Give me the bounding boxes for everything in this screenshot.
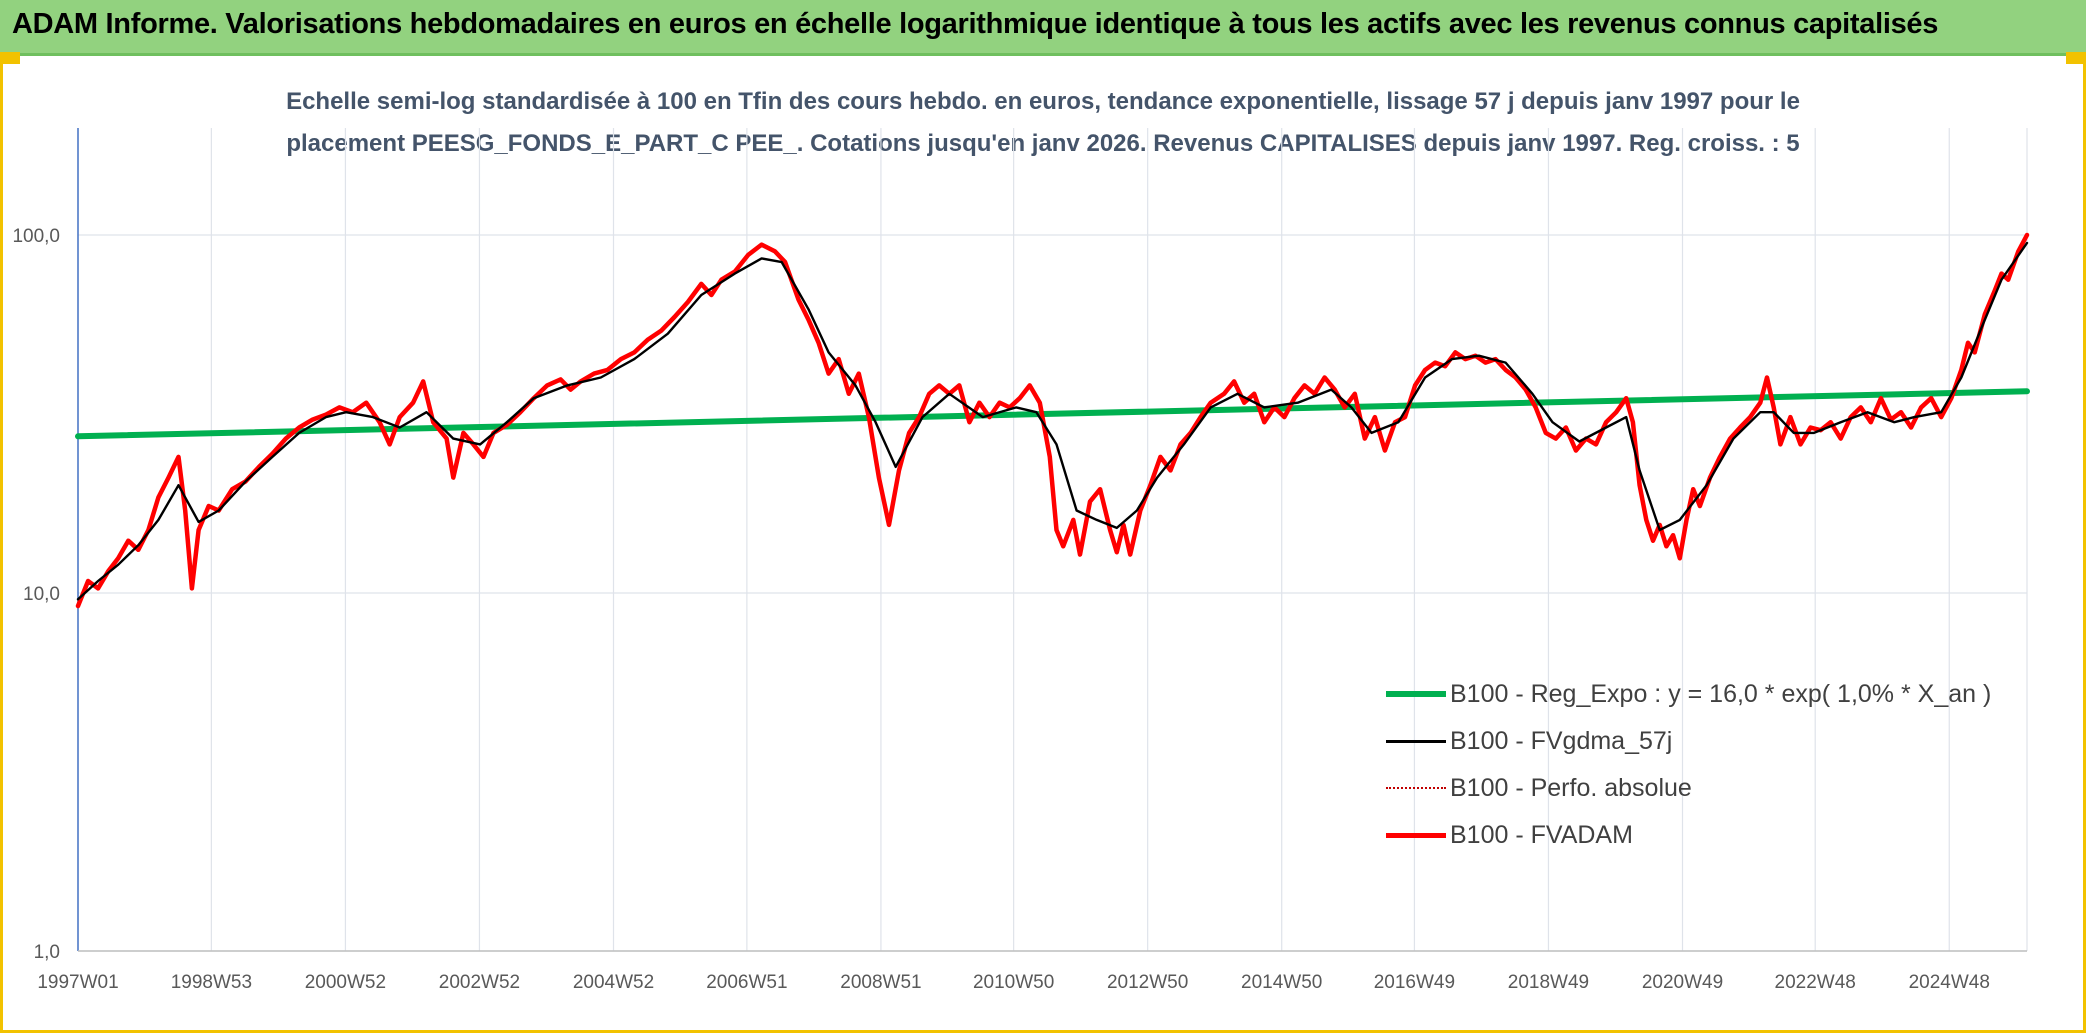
series-reg-expo: [75, 388, 2030, 440]
x-tick-label: 2014W50: [1241, 972, 1322, 993]
legend-item-fvgdma: B100 - FVgdma_57j: [1386, 727, 2006, 757]
x-tick-label: 1998W53: [171, 972, 252, 993]
series-fvadam: [75, 232, 2030, 609]
legend-swatch-reg-expo: [1386, 691, 1446, 697]
legend-swatch-fvgdma: [1386, 740, 1446, 743]
banner-title: ADAM Informe. Valorisations hebdomadaire…: [12, 8, 1939, 40]
y-tick-label: 100,0: [12, 226, 60, 247]
x-tick-label: 2000W52: [305, 972, 386, 993]
legend-label-fvgdma: B100 - FVgdma_57j: [1450, 727, 1673, 755]
chart-frame: [0, 59, 2086, 1033]
legend-item-fvadam: B100 - FVADAM: [1386, 821, 2006, 851]
legend-swatch-perfo: [1386, 787, 1446, 789]
legend-item-reg-expo: B100 - Reg_Expo : y = 16,0 * exp( 1,0% *…: [1386, 680, 2006, 710]
x-tick-label: 2012W50: [1107, 972, 1188, 993]
series-fvgdma: [76, 241, 2029, 601]
corner-marker-right: [2066, 52, 2086, 64]
x-tick-label: 2018W49: [1508, 972, 1589, 993]
x-tick-label: 2024W48: [1909, 972, 1990, 993]
x-tick-label: 2020W49: [1642, 972, 1723, 993]
x-tick-label: 2002W52: [439, 972, 520, 993]
legend-label-perfo: B100 - Perfo. absolue: [1450, 774, 1692, 802]
chart-title-line1: Echelle semi-log standardisée à 100 en T…: [286, 88, 1800, 115]
x-tick-label: 2004W52: [573, 972, 654, 993]
legend-swatch-fvadam: [1386, 833, 1446, 838]
corner-marker-left: [0, 52, 20, 64]
x-tick-label: 2010W50: [973, 972, 1054, 993]
y-tick-label: 10,0: [23, 584, 60, 605]
x-tick-label: 2016W49: [1374, 972, 1455, 993]
x-tick-label: 2008W51: [840, 972, 921, 993]
y-tick-label: 1,0: [34, 942, 60, 963]
legend-label-fvadam: B100 - FVADAM: [1450, 821, 1633, 849]
chart-title-line2: placement PEESG_FONDS_E_PART_C PEE_. Cot…: [286, 130, 1800, 157]
legend-item-perfo: B100 - Perfo. absolue: [1386, 774, 2006, 804]
x-tick-label: 1997W01: [37, 972, 118, 993]
x-tick-label: 2022W48: [1775, 972, 1856, 993]
x-tick-label: 2006W51: [706, 972, 787, 993]
header-banner: ADAM Informe. Valorisations hebdomadaire…: [0, 0, 2086, 56]
legend-label-reg-expo: B100 - Reg_Expo : y = 16,0 * exp( 1,0% *…: [1450, 680, 1992, 708]
